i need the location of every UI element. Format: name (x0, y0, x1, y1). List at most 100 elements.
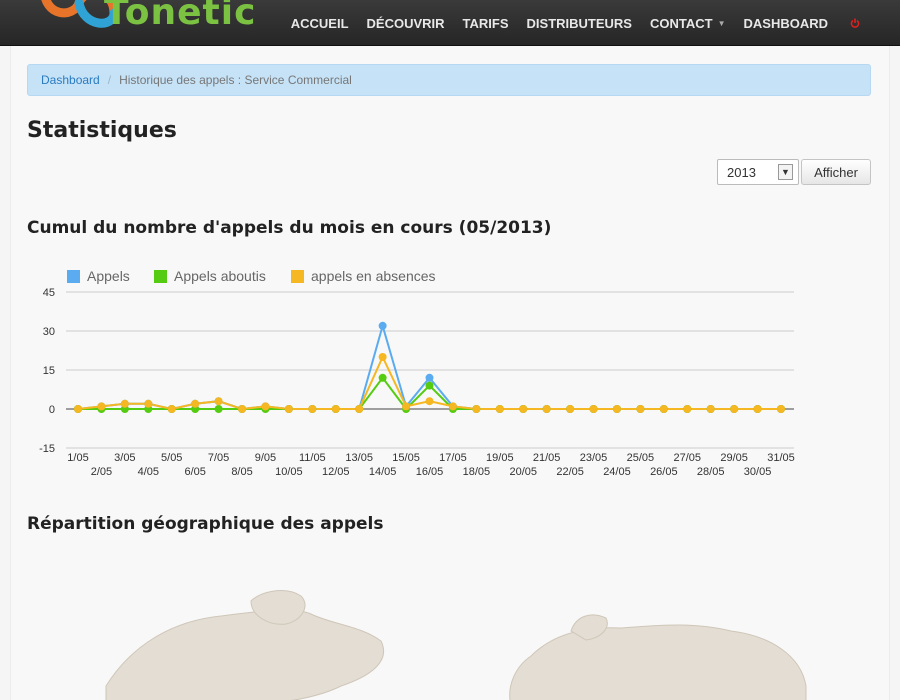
x-tick-label: 1/05 (67, 452, 88, 464)
x-tick-label: 6/05 (184, 466, 205, 478)
power-icon[interactable] (850, 18, 860, 28)
afficher-button[interactable]: Afficher (801, 159, 871, 185)
y-tick-label: 30 (43, 326, 55, 338)
x-tick-label: 2/05 (91, 466, 112, 478)
nav-tarifs[interactable]: TARIFS (462, 15, 509, 31)
nav-distributeurs[interactable]: DISTRIBUTEURS (526, 15, 632, 31)
data-point (144, 399, 153, 408)
x-tick-label: 16/05 (416, 466, 444, 478)
x-tick-label: 26/05 (650, 466, 678, 478)
legend-swatch (67, 270, 80, 283)
data-point (519, 405, 528, 413)
x-tick-label: 18/05 (463, 466, 491, 478)
data-point (378, 373, 387, 382)
x-tick-label: 12/05 (322, 466, 350, 478)
data-point (331, 405, 340, 413)
data-point (214, 405, 223, 413)
logo-text: Tonetic (104, 0, 257, 33)
x-tick-label: 22/05 (556, 466, 584, 478)
data-point (777, 405, 785, 413)
y-tick-label: 15 (43, 365, 55, 377)
map-landmass-scandinavia (570, 614, 608, 641)
calls-line-chart: 45 30 15 0 -15 1/052/053/054/055/056/057/058/… (39, 268, 795, 478)
map-landmass-eurasia (509, 624, 807, 700)
x-tick-label: 29/05 (720, 452, 748, 464)
x-tick-label: 3/05 (114, 452, 135, 464)
tonetic-logo-icon[interactable] (34, 0, 294, 28)
legend-label: Appels aboutis (174, 268, 266, 284)
year-select-value: 2013 (727, 164, 756, 180)
data-point (378, 353, 387, 361)
nav-decouvrir[interactable]: DÉCOUVRIR (366, 15, 445, 31)
main-nav: ACCUEIL DÉCOUVRIR TARIFS DISTRIBUTEURS C… (273, 0, 860, 46)
top-navbar: Tonetic ACCUEIL DÉCOUVRIR TARIFS DISTRIB… (0, 0, 900, 46)
data-point (683, 405, 692, 413)
x-tick-label: 25/05 (627, 452, 655, 464)
x-tick-label: 28/05 (697, 466, 725, 478)
data-point (74, 405, 82, 413)
x-tick-label: 5/05 (161, 452, 182, 464)
x-tick-label: 11/05 (299, 452, 326, 464)
breadcrumb-dashboard-link[interactable]: Dashboard (41, 73, 100, 87)
map-title: Répartition géographique des appels (27, 514, 384, 534)
x-tick-label: 31/05 (767, 452, 795, 464)
data-point (753, 405, 762, 413)
data-point (612, 405, 621, 413)
data-point (308, 405, 317, 413)
data-point (355, 405, 364, 413)
x-tick-label: 9/05 (255, 452, 276, 464)
page-content: Dashboard / Historique des appels : Serv… (10, 46, 890, 700)
legend-swatch (291, 270, 304, 283)
data-point (425, 373, 434, 382)
data-point (120, 399, 129, 408)
nav-accueil[interactable]: ACCUEIL (290, 15, 349, 31)
data-point (636, 405, 645, 413)
data-point (261, 402, 270, 411)
data-point (402, 402, 411, 411)
data-point (214, 397, 223, 406)
x-tick-label: 7/05 (208, 452, 229, 464)
chart-title: Cumul du nombre d'appels du mois en cour… (27, 218, 552, 238)
nav-contact[interactable]: CONTACT ▼ (650, 16, 726, 31)
data-point (284, 405, 293, 413)
page-title: Statistiques (27, 118, 177, 143)
legend-label: appels en absences (311, 268, 436, 284)
breadcrumb: Dashboard / Historique des appels : Serv… (27, 64, 871, 96)
data-point (706, 405, 715, 413)
data-point (425, 381, 434, 390)
nav-dashboard[interactable]: DASHBOARD (743, 15, 829, 31)
x-tick-label: 4/05 (138, 466, 159, 478)
x-tick-label: 30/05 (744, 466, 772, 478)
x-tick-label: 21/05 (533, 452, 561, 464)
data-point (425, 397, 434, 406)
x-tick-label: 15/05 (392, 452, 420, 464)
data-point (238, 405, 247, 413)
data-point (495, 405, 504, 413)
year-select[interactable]: 2013 ▼ (717, 159, 799, 185)
y-tick-label: 45 (43, 287, 55, 299)
breadcrumb-current: Historique des appels : Service Commerci… (119, 73, 352, 87)
map-landmass-americas (105, 609, 384, 700)
series-line (77, 322, 781, 411)
x-tick-label: 23/05 (580, 452, 608, 464)
x-tick-label: 10/05 (275, 466, 303, 478)
data-point (566, 405, 575, 413)
x-tick-label: 27/05 (674, 452, 702, 464)
data-point (542, 405, 551, 413)
data-point (191, 399, 200, 408)
x-tick-label: 13/05 (345, 452, 373, 464)
data-point (448, 402, 457, 411)
data-point (730, 405, 739, 413)
nav-contact-label: CONTACT (649, 15, 713, 31)
y-tick-label: -15 (39, 443, 55, 455)
x-tick-label: 19/05 (486, 452, 514, 464)
x-tick-label: 8/05 (231, 466, 252, 478)
y-tick-label: 0 (49, 404, 55, 416)
x-tick-label: 24/05 (603, 466, 631, 478)
world-map[interactable] (11, 566, 891, 700)
data-point (589, 405, 598, 413)
data-point (659, 405, 668, 413)
data-point (378, 321, 387, 330)
breadcrumb-separator: / (107, 73, 112, 87)
chevron-down-icon: ▼ (717, 18, 726, 28)
